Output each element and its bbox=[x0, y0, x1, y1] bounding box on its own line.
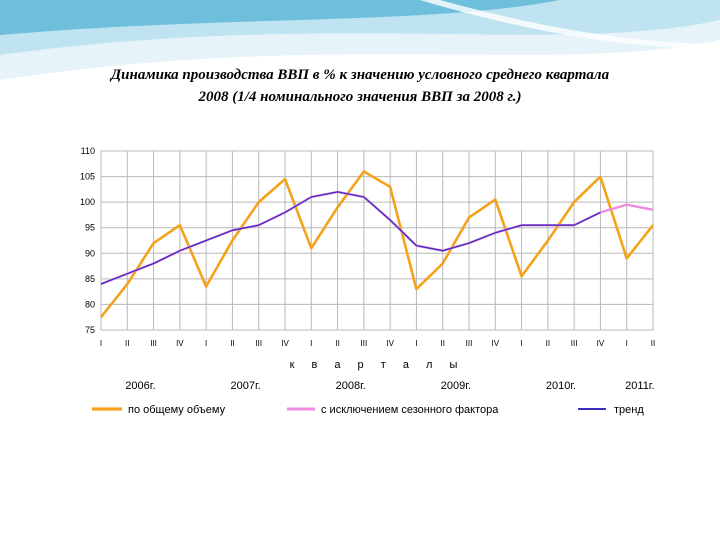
x-tick-label: IV bbox=[386, 339, 394, 348]
y-tick-label: 100 bbox=[80, 197, 95, 207]
legend-label: тренд bbox=[614, 404, 644, 416]
series-line-total bbox=[99, 170, 655, 319]
x-tick-label: I bbox=[415, 339, 417, 348]
x-axis-label: к в а р т а л ы bbox=[290, 359, 465, 371]
series-line-trend bbox=[100, 191, 601, 285]
x-tick-label: IV bbox=[176, 339, 184, 348]
x-tick-label: I bbox=[310, 339, 312, 348]
gridlines bbox=[100, 150, 654, 331]
y-tick-label: 105 bbox=[80, 172, 95, 182]
legend-label: с исключением сезонного фактора bbox=[321, 404, 499, 416]
series-lines bbox=[99, 170, 655, 319]
x-tick-label: III bbox=[571, 339, 578, 348]
y-tick-label: 80 bbox=[85, 299, 95, 309]
year-label: 2008г. bbox=[336, 380, 366, 392]
x-tick-label: III bbox=[150, 339, 157, 348]
x-axis-ticks: I II III IV I II III IV I II III IV I II III IV I II III IV… bbox=[100, 339, 655, 348]
legend-label: по общему объему bbox=[128, 404, 226, 416]
y-tick-label: 110 bbox=[81, 146, 95, 156]
x-tick-label: III bbox=[361, 339, 368, 348]
x-tick-label: I bbox=[100, 339, 102, 348]
y-tick-label: 85 bbox=[85, 274, 95, 284]
y-tick-label: 75 bbox=[85, 325, 95, 335]
x-tick-label: I bbox=[205, 339, 207, 348]
slide-title-line1: Динамика производства ВВП в % к значению… bbox=[110, 67, 610, 83]
x-tick-label: I bbox=[520, 339, 522, 348]
header-swoosh-decoration bbox=[0, 0, 720, 80]
slide-title-line2: 2008 (1/4 номинального значения ВВП за 2… bbox=[198, 89, 522, 105]
x-tick-label: IV bbox=[281, 339, 289, 348]
y-tick-label: 95 bbox=[85, 223, 95, 233]
year-label: 2010г. bbox=[546, 380, 576, 392]
x-tick-label: IV bbox=[597, 339, 605, 348]
x-tick-label: II bbox=[125, 339, 129, 348]
x-tick-label: I bbox=[626, 339, 628, 348]
x-tick-label: II bbox=[230, 339, 234, 348]
x-tick-label: II bbox=[440, 339, 444, 348]
x-tick-label: II bbox=[546, 339, 550, 348]
year-label: 2009г. bbox=[441, 380, 471, 392]
legend: по общему объему с исключением сезонного … bbox=[92, 404, 644, 416]
year-labels: 2006г. 2007г. 2008г. 2009г. 2010г. 2011г. bbox=[125, 380, 654, 392]
year-label: 2011г. bbox=[625, 380, 654, 392]
year-label: 2007г. bbox=[230, 380, 260, 392]
y-tick-label: 90 bbox=[85, 248, 95, 258]
x-tick-label: II bbox=[335, 339, 339, 348]
x-tick-label: II bbox=[651, 339, 655, 348]
slide-title: Динамика производства ВВП в % к значению… bbox=[20, 64, 700, 108]
y-axis-ticks: 75 80 85 90 95 100 105 110 bbox=[80, 146, 95, 335]
x-tick-label: III bbox=[466, 339, 473, 348]
year-label: 2006г. bbox=[125, 380, 155, 392]
x-tick-label: III bbox=[255, 339, 262, 348]
x-tick-label: IV bbox=[492, 339, 500, 348]
